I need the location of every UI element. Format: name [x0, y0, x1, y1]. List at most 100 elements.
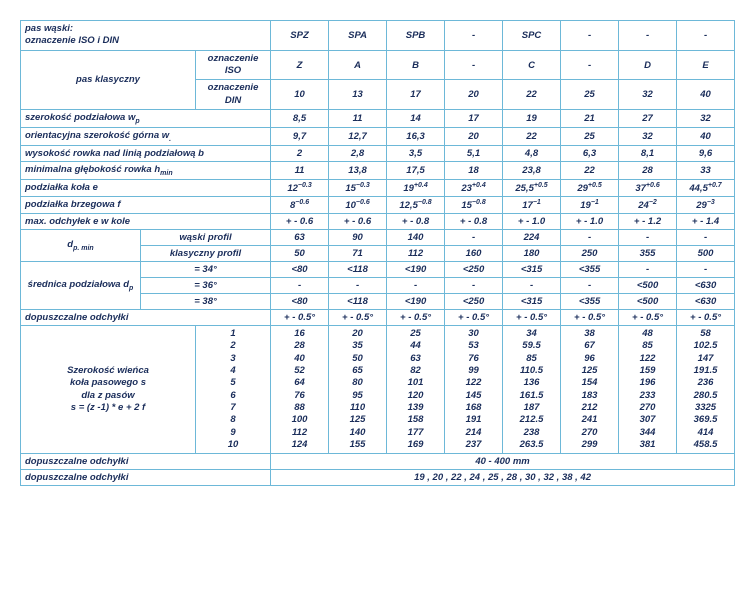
header-row-iso: pas klasyczny oznaczenie ISO Z A B - C -… [21, 50, 735, 80]
dw-7: - [677, 230, 735, 246]
do1-3: + - 0.5° [445, 310, 503, 326]
iso-6: D [619, 50, 677, 80]
label-36: = 36° [141, 278, 271, 294]
s34-5: <355 [561, 262, 619, 278]
label-wience: Szerokość wieńcakoła pasowego sdla z pas… [21, 326, 196, 454]
dk-1: 71 [329, 246, 387, 262]
din-4: 22 [503, 80, 561, 110]
mo-5: + - 1.0 [561, 214, 619, 230]
w-6: 32 [619, 127, 677, 145]
hmin-4: 23,8 [503, 161, 561, 179]
din-0: 10 [271, 80, 329, 110]
mo-3: + - 0.8 [445, 214, 503, 230]
hmin-6: 28 [619, 161, 677, 179]
do1-0: + - 0.5° [271, 310, 329, 326]
s38-7: <630 [677, 294, 735, 310]
s34-2: <190 [387, 262, 445, 278]
label-oznaczenie-iso: oznaczenie ISO [196, 50, 271, 80]
do1-5: + - 0.5° [561, 310, 619, 326]
dopuszczalne2-val: 40 - 400 mm [271, 454, 735, 470]
b-7: 9,6 [677, 145, 735, 161]
wp-0: 8,5 [271, 110, 329, 128]
e-5: 29+0.5 [561, 179, 619, 196]
b-2: 3,5 [387, 145, 445, 161]
col-spc: SPC [503, 21, 561, 51]
label-oznaczenie-din: oznaczenie DIN [196, 80, 271, 110]
label-klasyczny-profil: klasyczny profil [141, 246, 271, 262]
dw-1: 90 [329, 230, 387, 246]
s38-2: <190 [387, 294, 445, 310]
label-e: podziałka koła e [21, 179, 271, 196]
f-3: 15−0.8 [445, 196, 503, 213]
dw-0: 63 [271, 230, 329, 246]
s38-6: <500 [619, 294, 677, 310]
f-4: 17−1 [503, 196, 561, 213]
s36-5: - [561, 278, 619, 294]
e-7: 44,5+0.7 [677, 179, 735, 196]
s34-1: <118 [329, 262, 387, 278]
label-w: orientacyjna szerokość górna w. [21, 127, 271, 145]
e-0: 12−0.3 [271, 179, 329, 196]
label-max-odchylek: max. odchyłek e w kole [21, 214, 271, 230]
dk-2: 112 [387, 246, 445, 262]
row-max-odchylek: max. odchyłek e w kole + - 0.6+ - 0.6+ -… [21, 214, 735, 230]
wience-c5: 386796125154183212241270299 [561, 326, 619, 454]
row-dpmin-waski: dp. min wąski profil 6390140-224--- [21, 230, 735, 246]
dk-0: 50 [271, 246, 329, 262]
do1-2: + - 0.5° [387, 310, 445, 326]
dw-6: - [619, 230, 677, 246]
col-dash3: - [619, 21, 677, 51]
dk-3: 160 [445, 246, 503, 262]
s34-4: <315 [503, 262, 561, 278]
label-pas-waski: pas wąski:oznaczenie ISO i DIN [21, 21, 271, 51]
s36-4: - [503, 278, 561, 294]
wience-c0: 16284052647688100112124 [271, 326, 329, 454]
w-4: 22 [503, 127, 561, 145]
wience-c3: 30537699122145168191214237 [445, 326, 503, 454]
f-2: 12,5−0.8 [387, 196, 445, 213]
e-2: 19+0.4 [387, 179, 445, 196]
row-dopuszczalne3: dopuszczalne odchyłki 19 , 20 , 22 , 24 … [21, 470, 735, 486]
wp-5: 21 [561, 110, 619, 128]
row-w: orientacyjna szerokość górna w. 9,712,71… [21, 127, 735, 145]
s36-7: <630 [677, 278, 735, 294]
do1-6: + - 0.5° [619, 310, 677, 326]
wp-7: 32 [677, 110, 735, 128]
belt-spec-table: pas wąski:oznaczenie ISO i DIN SPZ SPA S… [20, 20, 735, 486]
iso-7: E [677, 50, 735, 80]
e-1: 15−0.3 [329, 179, 387, 196]
b-4: 4,8 [503, 145, 561, 161]
s36-3: - [445, 278, 503, 294]
dk-4: 180 [503, 246, 561, 262]
f-0: 8−0.6 [271, 196, 329, 213]
label-dopuszczalne1: dopuszczalne odchyłki [21, 310, 271, 326]
din-7: 40 [677, 80, 735, 110]
label-waski-profil: wąski profil [141, 230, 271, 246]
f-6: 24−2 [619, 196, 677, 213]
wience-c7: 58102.5147191.5236280.53325369.5414458.5 [677, 326, 735, 454]
row-dopuszczalne1: dopuszczalne odchyłki + - 0.5°+ - 0.5°+ … [21, 310, 735, 326]
s38-5: <355 [561, 294, 619, 310]
wp-2: 14 [387, 110, 445, 128]
iso-0: Z [271, 50, 329, 80]
din-2: 17 [387, 80, 445, 110]
row-hmin: minimalna głębokość rowka hmin 1113,817,… [21, 161, 735, 179]
w-5: 25 [561, 127, 619, 145]
e-3: 23+0.4 [445, 179, 503, 196]
col-spa: SPA [329, 21, 387, 51]
label-hmin: minimalna głębokość rowka hmin [21, 161, 271, 179]
header-row-iso-din: pas wąski:oznaczenie ISO i DIN SPZ SPA S… [21, 21, 735, 51]
e-6: 37+0.6 [619, 179, 677, 196]
din-5: 25 [561, 80, 619, 110]
hmin-1: 13,8 [329, 161, 387, 179]
label-34: = 34° [141, 262, 271, 278]
col-spz: SPZ [271, 21, 329, 51]
s38-4: <315 [503, 294, 561, 310]
hmin-5: 22 [561, 161, 619, 179]
iso-3: - [445, 50, 503, 80]
b-1: 2,8 [329, 145, 387, 161]
f-5: 19−1 [561, 196, 619, 213]
mo-2: + - 0.8 [387, 214, 445, 230]
iso-1: A [329, 50, 387, 80]
w-1: 12,7 [329, 127, 387, 145]
